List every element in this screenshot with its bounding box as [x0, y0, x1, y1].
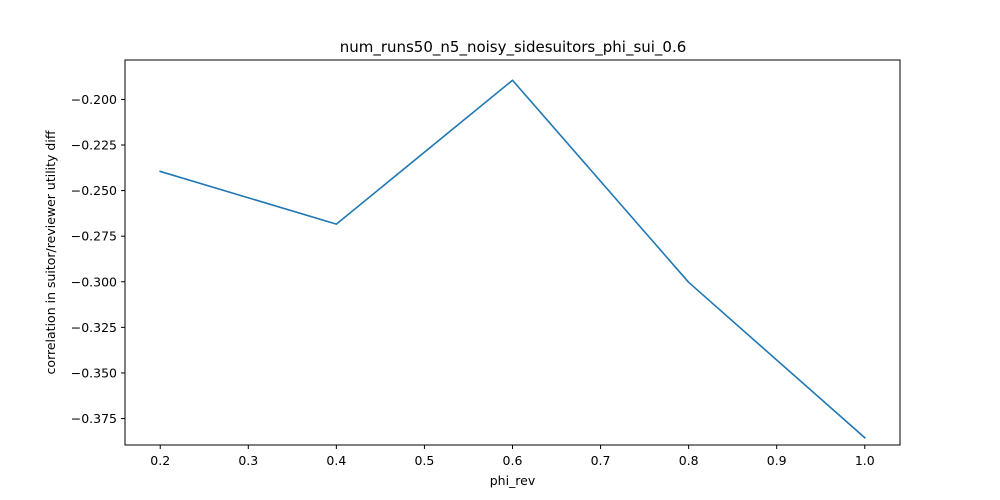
- x-tick-label: 0.5: [414, 453, 434, 468]
- series-line-0: [159, 79, 866, 439]
- y-axis-label: correlation in suitor/reviewer utility d…: [43, 130, 58, 374]
- x-tick-label: 0.8: [679, 453, 699, 468]
- x-axis-label: phi_rev: [490, 473, 536, 488]
- x-tick-label: 0.6: [503, 453, 523, 468]
- y-axis-ticks: −0.200 −0.225 −0.250 −0.275 −0.300 −0.325 −0.3…: [71, 92, 125, 426]
- series-layer: [159, 79, 866, 439]
- x-tick-label: 0.9: [767, 453, 787, 468]
- y-tick-label: −0.250: [71, 183, 117, 198]
- y-tick-label: −0.200: [71, 92, 117, 107]
- y-tick-label: −0.350: [71, 365, 117, 380]
- y-tick-label: −0.275: [71, 229, 117, 244]
- x-tick-label: 1.0: [855, 453, 875, 468]
- x-tick-label: 0.7: [591, 453, 611, 468]
- y-tick-label: −0.300: [71, 274, 117, 289]
- x-tick-label: 0.3: [238, 453, 258, 468]
- x-tick-label: 0.2: [150, 453, 170, 468]
- chart-title: num_runs50_n5_noisy_sidesuitors_phi_sui_…: [340, 38, 687, 57]
- y-tick-label: −0.225: [71, 137, 117, 152]
- plot-area-frame: [124, 59, 901, 446]
- x-tick-label: 0.4: [326, 453, 346, 468]
- x-axis-ticks: 0.2 0.3 0.4 0.5 0.6 0.7 0.8 0.9 1.0: [150, 445, 875, 468]
- y-tick-label: −0.325: [71, 320, 117, 335]
- y-tick-label: −0.375: [71, 411, 117, 426]
